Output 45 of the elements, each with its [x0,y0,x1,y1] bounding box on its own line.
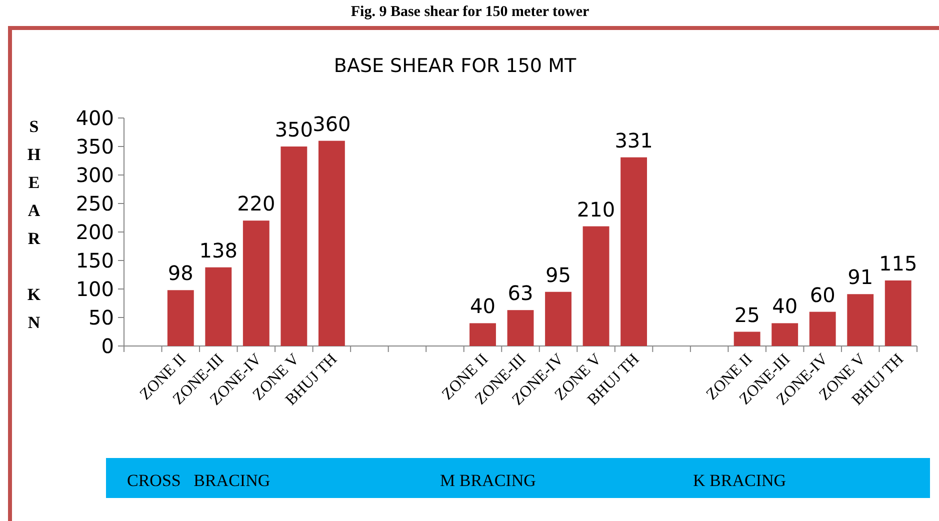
y-tick-label: 50 [88,306,114,330]
bar [809,312,836,346]
data-label: 40 [772,294,798,318]
data-label: 63 [508,281,534,306]
data-label: 350 [274,118,314,142]
data-label: 210 [576,197,616,222]
data-label: 91 [848,265,874,290]
data-label: 40 [470,294,496,318]
bar [545,292,572,346]
data-label: 95 [546,262,571,287]
y-tick-label: 200 [76,220,114,244]
data-label: 115 [879,251,918,276]
y-tick-label: 300 [76,163,114,187]
y-tick-label: 350 [76,134,114,158]
y-tick-label: 0 [101,334,114,358]
bar [318,140,345,346]
y-tick-label: 100 [76,277,114,301]
bar [582,226,610,346]
text: CROSS BRACING [127,471,270,490]
bar [772,323,798,346]
bar [620,157,647,346]
data-label: 138 [199,238,238,262]
data-label: 220 [237,192,276,216]
bar [847,294,874,346]
text: M BRACING [440,471,536,490]
bar [884,280,912,346]
data-label: 60 [810,282,836,307]
data-label: 360 [312,112,351,136]
bar [242,220,270,346]
bar [507,310,534,346]
y-tick-label: 250 [76,192,114,216]
bar [205,267,232,346]
data-label: 25 [734,302,760,327]
data-label: 331 [614,128,653,152]
bar [280,146,308,346]
bar [734,332,760,346]
bar [470,323,496,346]
y-tick-label: 400 [76,106,114,130]
y-tick-label: 150 [76,248,114,272]
text: SHEAR KN [27,117,41,332]
chart-title: BASE SHEAR FOR 150 MT [334,55,576,77]
text: K BRACING [693,471,786,490]
caption: Fig. 9 Base shear for 150 meter tower [350,4,590,20]
bar [167,290,194,346]
data-label: 98 [168,261,194,286]
